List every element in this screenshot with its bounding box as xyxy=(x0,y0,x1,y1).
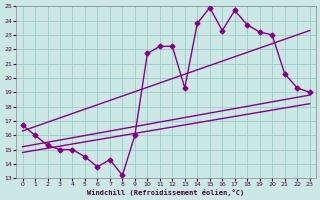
X-axis label: Windchill (Refroidissement éolien,°C): Windchill (Refroidissement éolien,°C) xyxy=(87,189,245,196)
